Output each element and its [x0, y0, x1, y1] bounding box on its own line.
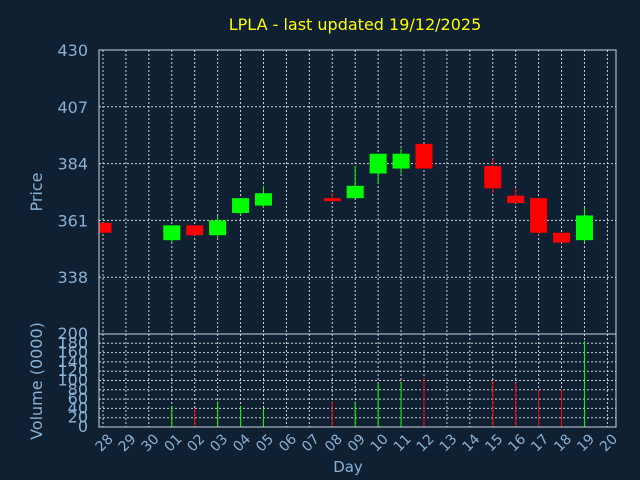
volume-tick-label: 20 — [68, 408, 88, 427]
candle-up — [163, 225, 181, 241]
volume-axis-label: Volume (0000) — [27, 322, 46, 440]
x-tick-label: 30 — [139, 431, 163, 455]
candles — [99, 143, 593, 243]
price-tick-label: 430 — [57, 41, 88, 60]
price-axis-label: Price — [27, 172, 46, 211]
x-tick-label: 04 — [230, 431, 254, 455]
price-tick-label: 407 — [57, 98, 88, 117]
candle-up — [575, 215, 593, 241]
x-tick-label: 15 — [482, 431, 506, 455]
x-tick-label: 05 — [253, 431, 277, 455]
x-tick-label: 28 — [93, 431, 117, 455]
chart-title: LPLA - last updated 19/12/2025 — [229, 15, 482, 34]
volume-tick-label: 200 — [57, 324, 88, 343]
x-tick-label: 09 — [345, 431, 369, 455]
price-tick-label: 384 — [57, 155, 88, 174]
volume-tick-label: 0 — [78, 417, 88, 436]
volume-tick-label: 100 — [57, 371, 88, 390]
candle-down — [530, 198, 548, 233]
candle-up — [209, 220, 227, 236]
candle-down — [99, 222, 112, 233]
volume-tick-label: 80 — [68, 380, 88, 399]
x-tick-label: 01 — [161, 431, 185, 455]
volume-tick-label: 120 — [57, 361, 88, 380]
candle-up — [254, 193, 272, 206]
candle-down — [507, 195, 525, 204]
price-tick-label: 338 — [57, 268, 88, 287]
candle-down — [553, 232, 571, 243]
x-tick-label: 13 — [437, 431, 461, 455]
volume-bars — [171, 340, 585, 427]
x-tick-label: 16 — [505, 431, 529, 455]
x-tick-label: 08 — [322, 431, 346, 455]
x-tick-label: 06 — [276, 431, 300, 455]
tick-labels: 28 29 30 01 02 03 04 05 06 07 08 09 10 11 12 13 14 15 16 17… — [57, 41, 621, 455]
candle-down — [186, 225, 204, 236]
volume-tick-label: 180 — [57, 333, 88, 352]
x-axis-label: Day — [333, 458, 363, 476]
candle-up — [346, 185, 364, 199]
x-tick-label: 02 — [184, 431, 208, 455]
volume-tick-label: 40 — [68, 398, 88, 417]
x-tick-label: 19 — [574, 431, 598, 455]
candle-up — [369, 153, 387, 174]
x-tick-label: 11 — [391, 431, 415, 455]
x-tick-label: 03 — [207, 431, 231, 455]
candle-down — [484, 166, 502, 189]
x-tick-label: 12 — [414, 431, 438, 455]
x-tick-label: 10 — [368, 431, 392, 455]
candle-up — [232, 198, 250, 213]
x-tick-label: 07 — [299, 431, 323, 455]
x-tick-label: 14 — [460, 431, 484, 455]
plot-frames — [98, 49, 617, 428]
volume-tick-label: 140 — [57, 352, 88, 371]
volume-plot-frame — [98, 333, 617, 428]
volume-tick-label: 60 — [68, 389, 88, 408]
candle-up — [392, 153, 410, 169]
x-tick-label: 29 — [116, 431, 140, 455]
x-tick-label: 17 — [528, 431, 552, 455]
candle-down — [323, 198, 341, 202]
candle-down — [415, 143, 433, 169]
price-tick-label: 361 — [57, 211, 88, 230]
x-tick-label: 20 — [597, 431, 621, 455]
x-tick-label: 18 — [551, 431, 575, 455]
volume-tick-label: 160 — [57, 343, 88, 362]
